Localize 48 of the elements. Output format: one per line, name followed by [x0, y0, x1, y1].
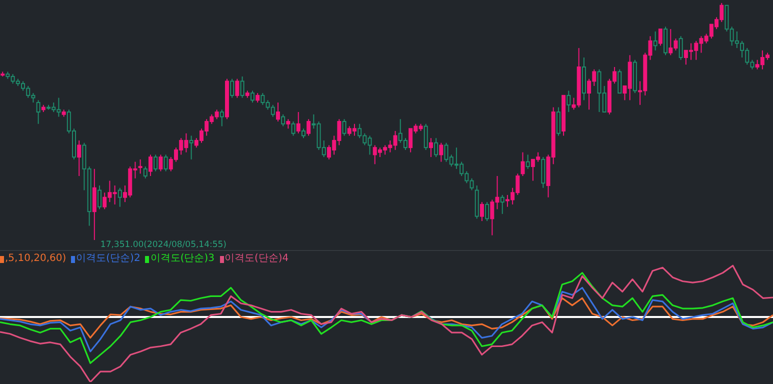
candlestick [306, 118, 311, 136]
legend-label: 이격도(단순)2 [76, 253, 140, 265]
candlestick [154, 154, 158, 172]
candlestick [428, 138, 433, 158]
candlestick [658, 28, 662, 46]
candlestick [164, 154, 168, 172]
candlestick [296, 112, 300, 134]
candlestick [342, 118, 346, 136]
legend-label: 이격도(단순)3 [150, 253, 214, 265]
candlestick [556, 106, 560, 136]
candlestick [653, 30, 658, 51]
candlestick [220, 109, 224, 127]
candlestick [281, 114, 286, 127]
candlestick [148, 154, 153, 177]
candlestick [485, 202, 490, 222]
candlestick [424, 123, 428, 150]
candlestick [480, 202, 484, 222]
candlestick [566, 90, 571, 113]
candlestick [158, 154, 163, 172]
candlestick [77, 140, 82, 177]
candlestick [541, 156, 546, 188]
candlestick [286, 118, 290, 130]
candlestick [230, 78, 234, 98]
candlestick [434, 138, 438, 158]
candlestick [526, 154, 530, 170]
candlestick [500, 194, 504, 214]
legend-label: ,5,10,20,60) [5, 253, 66, 265]
candlestick [276, 102, 280, 122]
legend-label: 이격도(단순)4 [224, 253, 289, 265]
candlestick [240, 76, 244, 98]
candlestick [143, 166, 148, 179]
candlestick [118, 187, 122, 208]
candlestick [520, 152, 525, 177]
candlestick [256, 92, 260, 104]
candlestick [291, 121, 296, 136]
candlestick [301, 128, 306, 139]
candlestick [36, 100, 40, 124]
annotation: 17,351.00(2024/08/05,14:55) [100, 240, 227, 250]
candlestick [618, 68, 622, 94]
candlestick [250, 90, 254, 104]
candlestick [92, 168, 96, 240]
candlestick [439, 142, 444, 162]
candlestick [235, 78, 240, 98]
candlestick [664, 26, 668, 56]
candlestick [138, 158, 142, 174]
candlestick [98, 184, 102, 210]
candlestick [678, 36, 683, 60]
candlestick [189, 135, 194, 160]
